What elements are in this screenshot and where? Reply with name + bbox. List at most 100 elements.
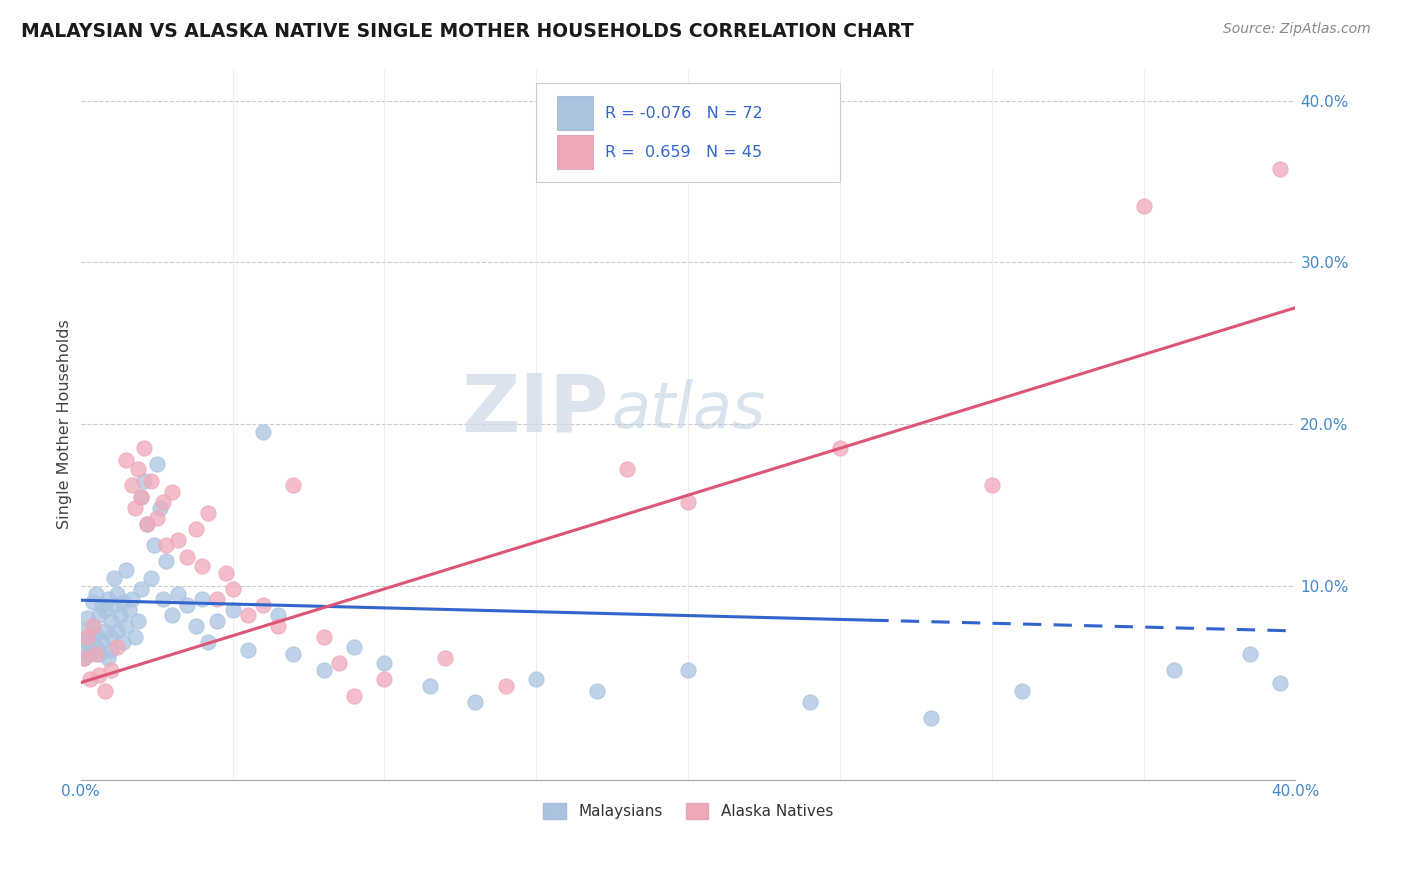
Point	[434, 651, 457, 665]
Point	[166, 587, 188, 601]
Point	[94, 624, 117, 638]
Point	[828, 442, 851, 456]
Point	[87, 607, 110, 622]
Point	[184, 522, 207, 536]
Point	[1011, 683, 1033, 698]
Point	[197, 506, 219, 520]
Point	[343, 689, 366, 703]
Point	[166, 533, 188, 548]
Point	[252, 425, 274, 439]
Point	[586, 683, 609, 698]
Point	[108, 607, 131, 622]
Point	[115, 452, 138, 467]
Point	[100, 643, 122, 657]
Point	[152, 494, 174, 508]
FancyBboxPatch shape	[557, 96, 593, 130]
Point	[94, 683, 117, 698]
Point	[134, 474, 156, 488]
Point	[94, 603, 117, 617]
Point	[524, 673, 547, 687]
Point	[105, 624, 128, 638]
Point	[82, 619, 104, 633]
Point	[155, 554, 177, 568]
Point	[252, 598, 274, 612]
Point	[73, 651, 96, 665]
Text: MALAYSIAN VS ALASKA NATIVE SINGLE MOTHER HOUSEHOLDS CORRELATION CHART: MALAYSIAN VS ALASKA NATIVE SINGLE MOTHER…	[21, 22, 914, 41]
Point	[139, 474, 162, 488]
Point	[215, 566, 238, 580]
Point	[139, 571, 162, 585]
Point	[616, 462, 638, 476]
Point	[1270, 161, 1292, 176]
Point	[90, 635, 112, 649]
Point	[495, 679, 517, 693]
Point	[236, 643, 259, 657]
Point	[112, 635, 135, 649]
Point	[236, 607, 259, 622]
Text: R = -0.076   N = 72: R = -0.076 N = 72	[606, 106, 763, 120]
Point	[87, 667, 110, 681]
Point	[79, 673, 101, 687]
Point	[373, 673, 395, 687]
Point	[267, 619, 290, 633]
Point	[328, 657, 350, 671]
Point	[980, 478, 1002, 492]
Point	[82, 619, 104, 633]
Point	[84, 640, 107, 654]
Point	[134, 442, 156, 456]
Point	[84, 647, 107, 661]
Text: Source: ZipAtlas.com: Source: ZipAtlas.com	[1223, 22, 1371, 37]
Point	[221, 582, 243, 596]
Point	[149, 501, 172, 516]
Point	[176, 598, 198, 612]
Point	[127, 614, 149, 628]
Point	[191, 559, 214, 574]
Point	[131, 490, 153, 504]
Point	[160, 485, 183, 500]
Point	[676, 494, 699, 508]
Point	[419, 679, 441, 693]
Point	[799, 695, 821, 709]
Point	[145, 458, 167, 472]
Point	[87, 647, 110, 661]
Point	[115, 619, 138, 633]
Point	[676, 663, 699, 677]
Point	[90, 598, 112, 612]
Point	[73, 651, 96, 665]
Point	[373, 657, 395, 671]
Point	[100, 663, 122, 677]
Point	[79, 647, 101, 661]
Point	[1270, 675, 1292, 690]
Point	[136, 517, 159, 532]
Text: R =  0.659   N = 45: R = 0.659 N = 45	[606, 145, 762, 160]
FancyBboxPatch shape	[536, 83, 839, 182]
Point	[221, 603, 243, 617]
Point	[100, 631, 122, 645]
Point	[207, 591, 229, 606]
Point	[283, 478, 305, 492]
Point	[121, 591, 143, 606]
Point	[131, 582, 153, 596]
Point	[105, 587, 128, 601]
Point	[184, 619, 207, 633]
Point	[105, 640, 128, 654]
Point	[152, 591, 174, 606]
Point	[343, 640, 366, 654]
Point	[103, 571, 125, 585]
Point	[124, 631, 146, 645]
Legend: Malaysians, Alaska Natives: Malaysians, Alaska Natives	[537, 797, 839, 825]
Point	[136, 517, 159, 532]
Point	[84, 587, 107, 601]
Point	[160, 607, 183, 622]
Point	[145, 510, 167, 524]
Point	[283, 647, 305, 661]
Point	[464, 695, 486, 709]
Point	[118, 603, 141, 617]
Y-axis label: Single Mother Households: Single Mother Households	[58, 319, 72, 529]
Point	[191, 591, 214, 606]
Point	[82, 595, 104, 609]
Point	[76, 631, 98, 645]
Point	[142, 538, 165, 552]
Point	[920, 711, 942, 725]
Point	[312, 663, 335, 677]
